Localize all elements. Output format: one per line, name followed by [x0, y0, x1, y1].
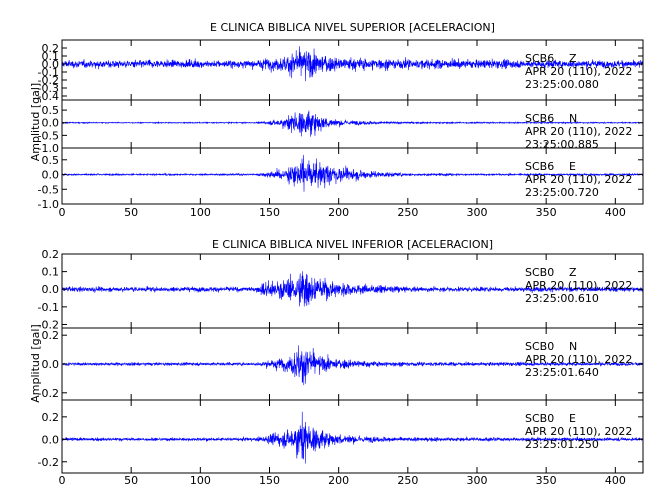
record-time: 23:25:00.610: [525, 292, 599, 305]
y-tick-label: -0.2: [38, 387, 59, 400]
record-date: APR 20 (110), 2022: [525, 173, 632, 186]
x-tick-label: 100: [190, 206, 211, 219]
chart-1: E CLINICA BIBLICA NIVEL SUPERIOR [ACELER…: [29, 21, 644, 219]
record-time: 23:25:00.720: [525, 186, 599, 199]
record-date: APR 20 (110), 2022: [525, 65, 632, 78]
waveform-trace: [62, 46, 643, 82]
waveform-trace: [62, 345, 643, 386]
station-code: SCB0: [525, 412, 554, 425]
x-tick-label: 400: [605, 474, 626, 487]
x-tick-label: 0: [59, 474, 66, 487]
x-tick-label: 250: [397, 474, 418, 487]
record-time: 23:25:00.080: [525, 78, 599, 91]
y-tick-label: 0.0: [42, 58, 60, 71]
y-tick-label: 0.0: [42, 283, 60, 296]
station-code: SCB0: [525, 340, 554, 353]
x-tick-label: 350: [536, 474, 557, 487]
station-code: SCB0: [525, 266, 554, 279]
x-tick-label: 150: [259, 206, 280, 219]
x-tick-label: 250: [397, 206, 418, 219]
y-tick-label: 0.5: [42, 104, 60, 117]
station-component: N: [569, 340, 577, 353]
waveform-trace: [62, 271, 643, 307]
x-tick-label: 0: [59, 206, 66, 219]
x-tick-label: 100: [190, 474, 211, 487]
y-tick-label: 0.2: [42, 42, 60, 55]
y-tick-label: -0.1: [38, 66, 59, 79]
x-tick-label: 350: [536, 206, 557, 219]
panel-frame: [61, 399, 644, 474]
y-axis-label: Amplitud [gal]: [29, 324, 42, 402]
station-code: SCB6: [525, 52, 554, 65]
waveform-trace: [62, 154, 643, 192]
chart-title: E CLINICA BIBLICA NIVEL SUPERIOR [ACELER…: [210, 21, 495, 34]
y-tick-label: 0.0: [42, 169, 60, 182]
x-tick-label: 200: [328, 206, 349, 219]
x-tick-label: 300: [467, 474, 488, 487]
y-tick-label: -0.3: [38, 82, 59, 95]
waveform-trace: [62, 110, 643, 137]
x-tick-label: 400: [605, 206, 626, 219]
y-tick-label: -1.0: [38, 142, 59, 155]
station-component: Z: [569, 52, 577, 65]
x-tick-label: 150: [259, 474, 280, 487]
chart-title: E CLINICA BIBLICA NIVEL INFERIOR [ACELER…: [212, 238, 493, 251]
y-tick-label: -0.2: [38, 318, 59, 331]
y-tick-label: 0.0: [42, 433, 60, 446]
record-date: APR 20 (110), 2022: [525, 425, 632, 438]
x-tick-label: 200: [328, 474, 349, 487]
x-tick-label: 50: [124, 474, 138, 487]
station-component: N: [569, 112, 577, 125]
y-tick-label: -0.2: [38, 74, 59, 87]
y-tick-label: 0.0: [42, 358, 60, 371]
y-tick-label: 0.0: [42, 117, 60, 130]
record-time: 23:25:01.640: [525, 366, 599, 379]
station-component: E: [569, 160, 576, 173]
y-axis-label: Amplitud [gal]: [29, 83, 42, 161]
x-tick-label: 300: [467, 206, 488, 219]
station-code: SCB6: [525, 160, 554, 173]
record-date: APR 20 (110), 2022: [525, 125, 632, 138]
y-tick-label: -1.0: [38, 198, 59, 211]
y-tick-label: 0.2: [42, 411, 60, 424]
record-date: APR 20 (110), 2022: [525, 279, 632, 292]
station-component: Z: [569, 266, 577, 279]
y-tick-label: 0.1: [42, 266, 60, 279]
x-tick-label: 50: [124, 206, 138, 219]
record-time: 23:25:00.885: [525, 138, 599, 151]
record-date: APR 20 (110), 2022: [525, 353, 632, 366]
y-tick-label: 0.2: [42, 248, 60, 261]
y-tick-label: -0.5: [38, 129, 59, 142]
y-tick-label: -0.4: [38, 90, 59, 103]
station-component: E: [569, 412, 576, 425]
y-tick-label: -0.1: [38, 301, 59, 314]
y-tick-label: -0.2: [38, 456, 59, 469]
y-tick-label: 0.2: [42, 329, 60, 342]
panel-frame: [61, 147, 644, 205]
waveform-trace: [62, 411, 643, 464]
record-time: 23:25:01.250: [525, 438, 599, 451]
y-tick-label: 0.5: [42, 154, 60, 167]
y-tick-label: -0.5: [38, 183, 59, 196]
y-tick-label: 0.1: [42, 50, 60, 63]
chart-2: E CLINICA BIBLICA NIVEL INFERIOR [ACELER…: [29, 238, 644, 487]
station-code: SCB6: [525, 112, 554, 125]
